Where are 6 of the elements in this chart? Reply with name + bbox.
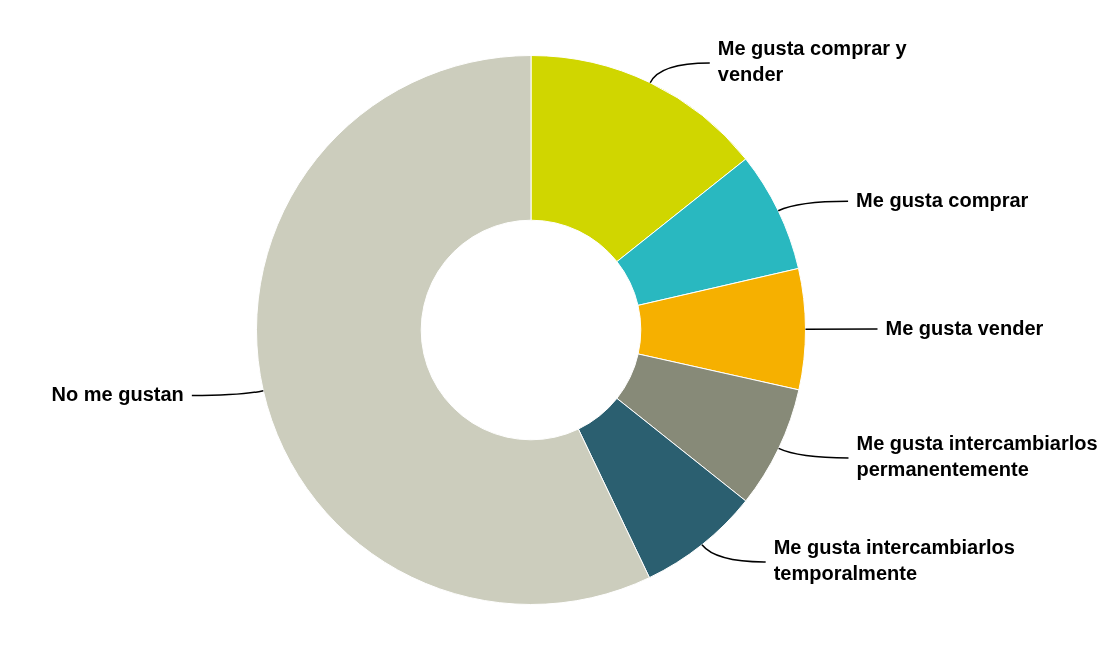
slice-label: Me gusta vender xyxy=(885,316,1044,339)
slice-label: No me gustan xyxy=(51,383,184,406)
slice-label: Me gusta intercambiarlos temporalmente xyxy=(773,536,1015,585)
slice-label: Me gusta comprar xyxy=(856,188,1029,211)
slice-label: Me gusta comprar y vender xyxy=(717,37,908,86)
slice-label: Me gusta intercambiarlos permanentemente xyxy=(856,432,1098,481)
